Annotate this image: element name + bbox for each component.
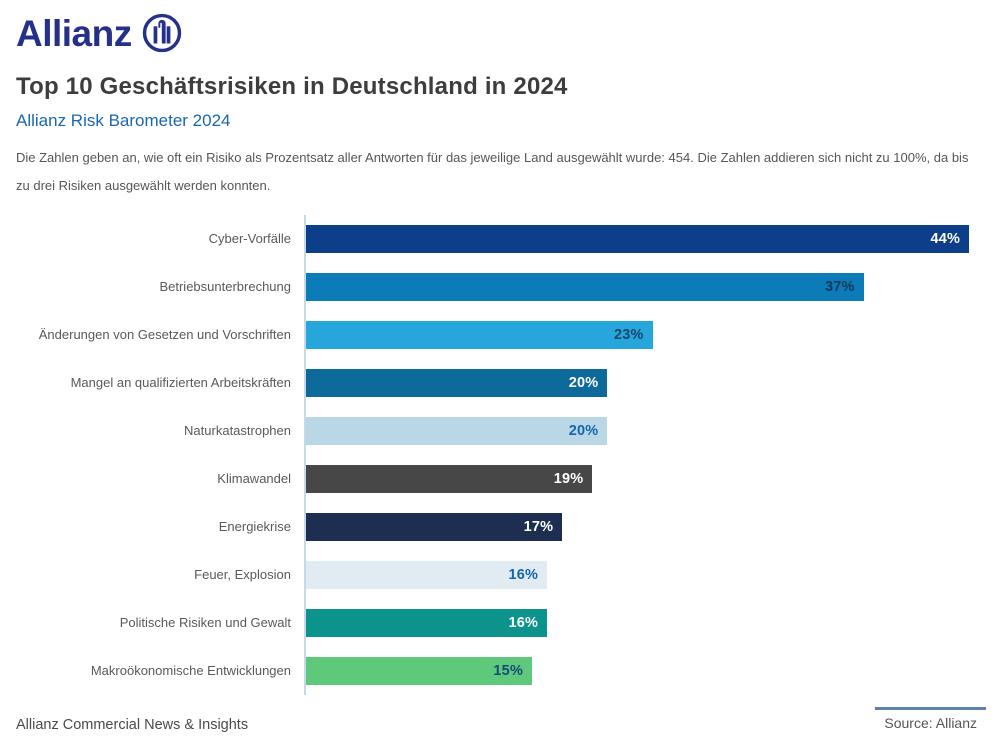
bar-row: Energiekrise 17% xyxy=(0,503,1000,551)
bar-label: Betriebsunterbrechung xyxy=(159,279,291,294)
bar-row: Makroökonomische Entwicklungen 15% xyxy=(0,647,1000,695)
bar-value: 19% xyxy=(553,471,584,487)
bar-value: 37% xyxy=(824,279,855,295)
bar-value: 20% xyxy=(568,423,599,439)
bar-label: Cyber-Vorfälle xyxy=(208,231,291,246)
bar-row: Klimawandel 19% xyxy=(0,455,1000,503)
bar: 17% xyxy=(306,513,563,541)
allianz-eagle-icon xyxy=(141,12,183,54)
bar-value: 16% xyxy=(508,615,539,631)
bar: 23% xyxy=(306,321,653,349)
bar-value: 17% xyxy=(523,519,554,535)
bar-track: 20% xyxy=(304,359,1000,407)
bar-track: 23% xyxy=(304,311,1000,359)
bar-label: Feuer, Explosion xyxy=(194,567,291,582)
bar-row: Feuer, Explosion 16% xyxy=(0,551,1000,599)
bar-row: Politische Risiken und Gewalt 16% xyxy=(0,599,1000,647)
bar-label: Klimawandel xyxy=(217,471,291,486)
bar-row: Änderungen von Gesetzen und Vorschriften… xyxy=(0,311,1000,359)
bar: 19% xyxy=(306,465,593,493)
bar-track: 37% xyxy=(304,263,1000,311)
bar-value: 16% xyxy=(508,567,539,583)
chart-rows: Cyber-Vorfälle 44% Betriebsunterbrechung… xyxy=(0,215,1000,695)
bar-label: Mangel an qualifizierten Arbeitskräften xyxy=(70,375,291,390)
bar-row: Mangel an qualifizierten Arbeitskräften … xyxy=(0,359,1000,407)
bar-track: 19% xyxy=(304,455,1000,503)
bar: 20% xyxy=(306,417,608,445)
bar-track: 17% xyxy=(304,503,1000,551)
bar-value: 20% xyxy=(568,375,599,391)
bar-value: 15% xyxy=(493,663,524,679)
bar-track: 44% xyxy=(304,215,1000,263)
bar-value: 44% xyxy=(930,231,961,247)
bar: 16% xyxy=(306,609,548,637)
footer: Allianz Commercial News & Insights Sourc… xyxy=(0,707,1000,733)
bar-track: 16% xyxy=(304,599,1000,647)
bar-row: Cyber-Vorfälle 44% xyxy=(0,215,1000,263)
bar-label: Makroökonomische Entwicklungen xyxy=(90,663,291,678)
bar: 16% xyxy=(306,561,548,589)
chart-description: Die Zahlen geben an, wie oft ein Risiko … xyxy=(16,150,969,193)
bar-track: 16% xyxy=(304,551,1000,599)
bar-track: 15% xyxy=(304,647,1000,695)
bar-label: Naturkatastrophen xyxy=(184,423,291,438)
bar-label: Energiekrise xyxy=(218,519,291,534)
source-label: Source: Allianz xyxy=(875,707,986,731)
bar-row: Betriebsunterbrechung 37% xyxy=(0,263,1000,311)
bar-value: 23% xyxy=(613,327,644,343)
page-title: Top 10 Geschäftsrisiken in Deutschland i… xyxy=(16,73,568,100)
bar: 20% xyxy=(306,369,608,397)
bar-chart: Cyber-Vorfälle 44% Betriebsunterbrechung… xyxy=(0,215,1000,695)
bar-row: Naturkatastrophen 20% xyxy=(0,407,1000,455)
allianz-wordmark: Allianz xyxy=(16,12,132,54)
bar-track: 20% xyxy=(304,407,1000,455)
bar-label: Politische Risiken und Gewalt xyxy=(119,615,291,630)
bar: 15% xyxy=(306,657,533,685)
page-subtitle: Allianz Risk Barometer 2024 xyxy=(16,111,231,130)
bar: 37% xyxy=(306,273,864,301)
bar-label: Änderungen von Gesetzen und Vorschriften xyxy=(38,327,291,342)
allianz-logo: Allianz xyxy=(16,12,984,54)
header: Allianz Top 10 Geschäftsrisiken in Deuts… xyxy=(0,0,1000,200)
bar: 44% xyxy=(306,225,970,253)
footer-credit: Allianz Commercial News & Insights xyxy=(16,717,249,733)
